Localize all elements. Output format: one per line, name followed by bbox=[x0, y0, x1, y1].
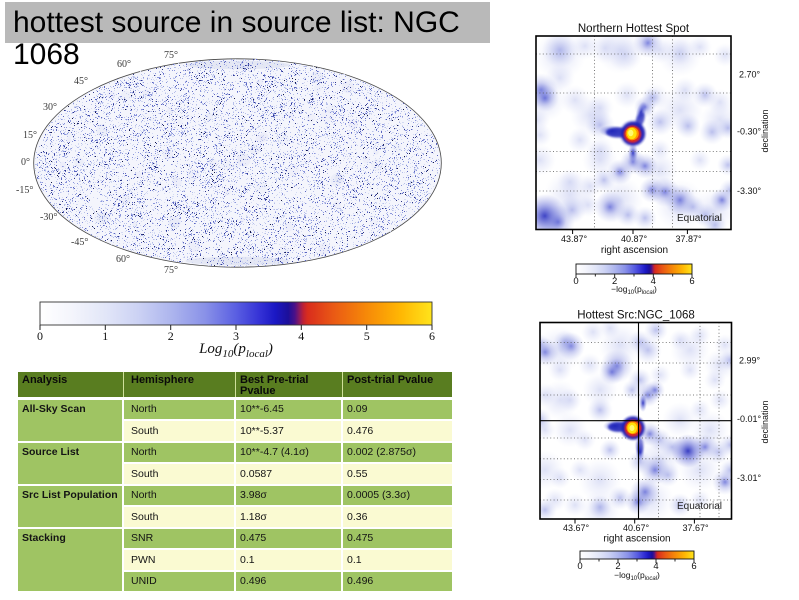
svg-text:Log10(plocal): Log10(plocal) bbox=[198, 341, 273, 360]
svg-text:15°: 15° bbox=[23, 130, 37, 141]
svg-text:2: 2 bbox=[615, 561, 620, 572]
svg-text:right ascension: right ascension bbox=[603, 534, 670, 545]
svg-text:5: 5 bbox=[364, 329, 370, 343]
svg-text:75°: 75° bbox=[164, 50, 178, 61]
svg-text:-3.01°: -3.01° bbox=[737, 473, 762, 483]
svg-text:45°: 45° bbox=[74, 76, 88, 87]
svg-text:0°: 0° bbox=[21, 157, 30, 168]
svg-text:60°: 60° bbox=[117, 59, 131, 70]
svg-text:-0.01°: -0.01° bbox=[737, 414, 762, 424]
svg-text:60°: 60° bbox=[116, 254, 130, 265]
svg-text:4: 4 bbox=[298, 329, 304, 343]
svg-text:30°: 30° bbox=[43, 102, 57, 113]
svg-text:Equatorial: Equatorial bbox=[677, 213, 722, 224]
svg-text:0: 0 bbox=[577, 561, 582, 572]
svg-text:4: 4 bbox=[653, 561, 658, 572]
svg-text:2.70°: 2.70° bbox=[739, 70, 761, 80]
svg-text:6: 6 bbox=[691, 561, 696, 572]
svg-text:40.67°: 40.67° bbox=[623, 523, 650, 533]
svg-text:43.87°: 43.87° bbox=[561, 234, 588, 244]
svg-text:0: 0 bbox=[573, 276, 578, 287]
svg-text:declination: declination bbox=[760, 109, 770, 152]
svg-text:37.67°: 37.67° bbox=[682, 523, 709, 533]
svg-text:-45°: -45° bbox=[71, 237, 88, 248]
svg-text:43.67°: 43.67° bbox=[563, 523, 590, 533]
svg-text:3: 3 bbox=[233, 329, 239, 343]
svg-text:2: 2 bbox=[612, 276, 617, 287]
svg-text:1: 1 bbox=[102, 329, 108, 343]
svg-text:2: 2 bbox=[168, 329, 174, 343]
svg-text:37.87°: 37.87° bbox=[675, 234, 702, 244]
svg-text:-3.30°: -3.30° bbox=[737, 186, 762, 196]
svg-text:right ascension: right ascension bbox=[601, 245, 668, 256]
svg-text:-30°: -30° bbox=[40, 212, 57, 223]
svg-text:Northern Hottest Spot: Northern Hottest Spot bbox=[578, 23, 690, 35]
svg-text:40.87°: 40.87° bbox=[621, 234, 648, 244]
svg-text:4: 4 bbox=[651, 276, 656, 287]
svg-text:declination: declination bbox=[760, 400, 770, 443]
svg-text:6: 6 bbox=[689, 276, 694, 287]
svg-text:Equatorial: Equatorial bbox=[677, 501, 722, 512]
svg-text:Hottest Src:NGC_1068: Hottest Src:NGC_1068 bbox=[577, 310, 695, 322]
svg-text:0: 0 bbox=[37, 329, 43, 343]
svg-text:-0.30°: -0.30° bbox=[737, 127, 762, 137]
svg-text:2.99°: 2.99° bbox=[739, 356, 761, 366]
svg-text:75°: 75° bbox=[164, 265, 178, 276]
svg-text:6: 6 bbox=[429, 329, 435, 343]
svg-text:-15°: -15° bbox=[16, 185, 33, 196]
